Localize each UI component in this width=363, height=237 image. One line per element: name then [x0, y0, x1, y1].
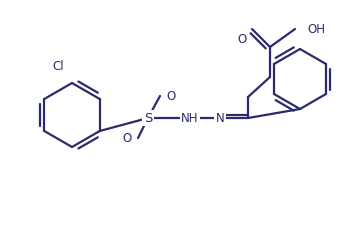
Text: OH: OH [307, 23, 325, 36]
Text: S: S [144, 111, 152, 124]
Text: O: O [238, 33, 247, 46]
Text: NH: NH [181, 111, 199, 124]
Text: N: N [216, 111, 224, 124]
Text: O: O [166, 90, 175, 102]
Text: O: O [123, 132, 132, 145]
Text: Cl: Cl [52, 60, 64, 73]
